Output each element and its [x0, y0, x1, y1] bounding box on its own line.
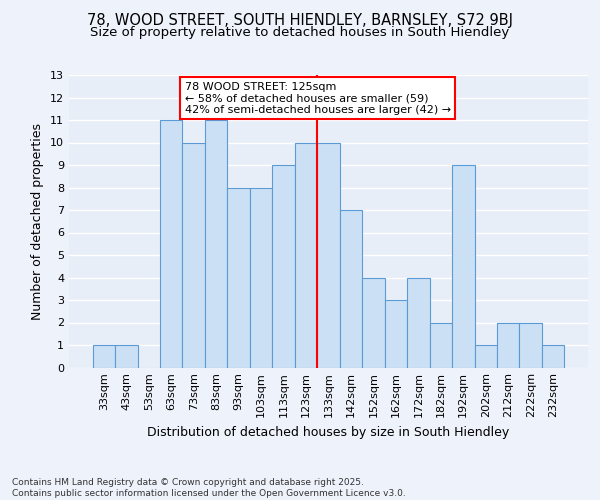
Text: 78 WOOD STREET: 125sqm
← 58% of detached houses are smaller (59)
42% of semi-det: 78 WOOD STREET: 125sqm ← 58% of detached… [185, 82, 451, 115]
Bar [92, 345, 115, 368]
Bar [362, 278, 385, 368]
Bar [430, 322, 452, 368]
Text: 78, WOOD STREET, SOUTH HIENDLEY, BARNSLEY, S72 9BJ: 78, WOOD STREET, SOUTH HIENDLEY, BARNSLE… [87, 12, 513, 28]
Bar [452, 165, 475, 368]
X-axis label: Distribution of detached houses by size in South Hiendley: Distribution of detached houses by size … [148, 426, 509, 439]
Bar [340, 210, 362, 368]
Bar [160, 120, 182, 368]
Bar [385, 300, 407, 368]
Bar [520, 322, 542, 368]
Bar [205, 120, 227, 368]
Bar [115, 345, 137, 368]
Bar [475, 345, 497, 368]
Bar [182, 142, 205, 368]
Bar [542, 345, 565, 368]
Bar [497, 322, 520, 368]
Bar [295, 142, 317, 368]
Text: Size of property relative to detached houses in South Hiendley: Size of property relative to detached ho… [91, 26, 509, 39]
Bar [227, 188, 250, 368]
Bar [272, 165, 295, 368]
Bar [250, 188, 272, 368]
Bar [317, 142, 340, 368]
Text: Contains HM Land Registry data © Crown copyright and database right 2025.
Contai: Contains HM Land Registry data © Crown c… [12, 478, 406, 498]
Bar [407, 278, 430, 368]
Y-axis label: Number of detached properties: Number of detached properties [31, 122, 44, 320]
